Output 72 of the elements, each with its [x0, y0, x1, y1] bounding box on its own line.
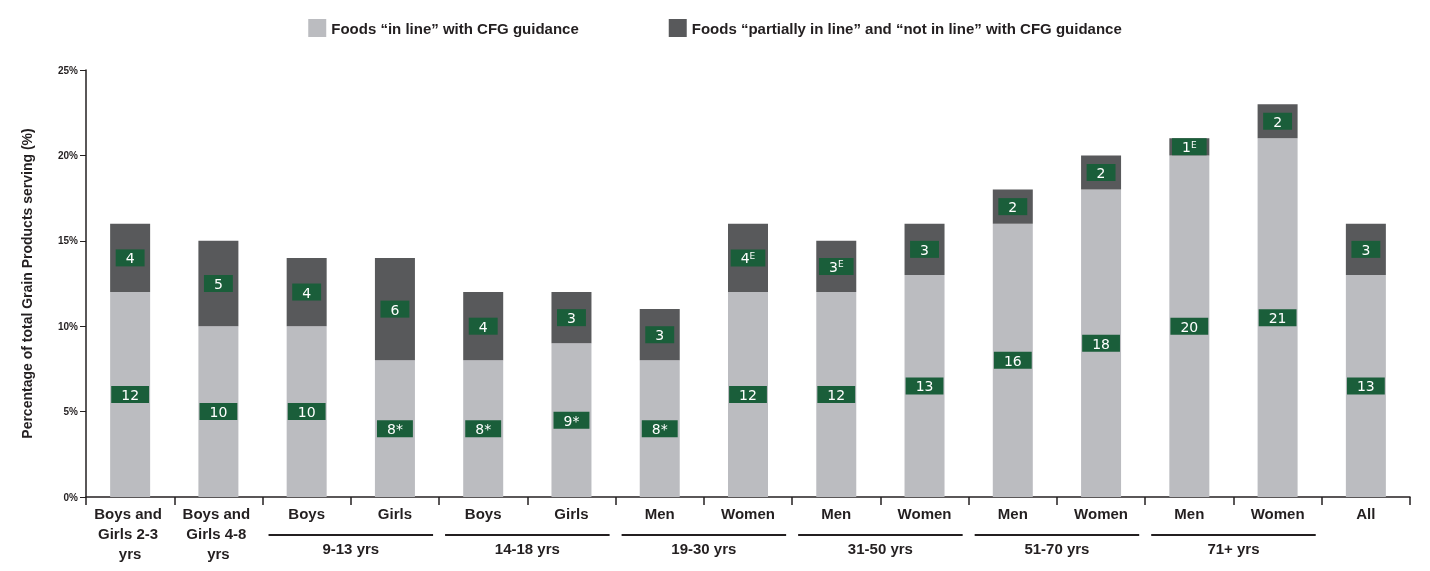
x-tick-label: Boys and Girls 4-8 yrs — [182, 504, 255, 562]
data-label: 3 — [920, 241, 929, 258]
x-tick-label: Boys — [288, 504, 326, 522]
x-tick-label: All — [1356, 504, 1376, 522]
x-tick-label: Men — [1174, 504, 1205, 522]
bar — [1257, 138, 1298, 497]
data-label: 2 — [1096, 164, 1106, 181]
y-axis-title: Percentage of total Grain Products serving (%) — [19, 128, 35, 439]
bar — [639, 360, 680, 497]
legend-label: Foods “partially in line” and “not in line” with CFG guidance — [691, 19, 1122, 37]
x-tick-label: Boys and Girls 2-3 yrs — [94, 504, 166, 562]
bar — [374, 360, 415, 497]
text: 31-50 yrs — [847, 540, 913, 557]
bar — [198, 326, 239, 497]
bar — [551, 343, 592, 497]
x-tick-label: Men — [644, 504, 675, 522]
bar — [904, 274, 945, 497]
data-label: 2 — [1008, 199, 1018, 216]
y-tick-label: 15% — [57, 235, 79, 247]
bar — [110, 292, 151, 497]
data-label: 12 — [739, 387, 757, 404]
x-tick-label: Men — [821, 504, 852, 522]
data-label: 18 — [1092, 335, 1110, 352]
x-tick-label: Men — [997, 504, 1028, 522]
text: 9-13 yrs — [322, 540, 380, 557]
x-tick-label: Boys — [464, 504, 502, 522]
bar — [1081, 189, 1122, 497]
bar — [286, 326, 327, 497]
y-tick-label: 0% — [63, 491, 79, 503]
y-tick-label: 5% — [63, 406, 79, 418]
data-label: 13 — [915, 378, 934, 395]
data-label: 12 — [121, 387, 140, 404]
text: 19-30 yrs — [671, 540, 737, 557]
data-label: 8* — [651, 421, 668, 438]
data-label: 21 — [1268, 310, 1287, 327]
data-label: 8* — [475, 421, 492, 438]
data-label: 3 — [567, 310, 576, 327]
data-label: 4 — [302, 284, 312, 301]
data-label: 5 — [213, 276, 223, 292]
bar — [463, 360, 504, 497]
data-label: 3 — [655, 327, 665, 344]
x-tick-label: Girls — [554, 504, 589, 522]
x-tick-label: Women — [1250, 504, 1305, 522]
data-label: 8* — [386, 421, 403, 438]
data-label: 10 — [209, 404, 228, 421]
x-tick-label: Women — [897, 504, 952, 522]
bar — [816, 292, 857, 497]
bar — [374, 257, 415, 361]
data-label: 6 — [390, 301, 400, 318]
y-tick-label: 10% — [57, 320, 79, 332]
bar — [992, 223, 1033, 497]
x-tick-label: Girls — [377, 504, 413, 522]
y-tick-label: 25% — [57, 64, 79, 76]
text: 14-18 yrs — [494, 540, 560, 557]
text: 51-70 yrs — [1024, 540, 1090, 557]
data-label: 13 — [1356, 378, 1375, 395]
data-label: 12 — [827, 387, 846, 404]
x-tick-label: Women — [1074, 504, 1129, 522]
x-tick-label: Women — [721, 504, 775, 522]
legend-label: Foods “in line” with CFG guidance — [331, 19, 579, 37]
bar — [1345, 274, 1386, 497]
data-label: 20 — [1180, 318, 1199, 335]
data-label: 16 — [1003, 352, 1022, 369]
text: 71+ yrs — [1207, 540, 1260, 557]
data-label: 9* — [563, 412, 580, 429]
data-label: 4 — [478, 318, 488, 335]
data-label: 2 — [1273, 113, 1283, 130]
bar — [728, 292, 768, 497]
y-tick-label: 20% — [57, 149, 79, 161]
data-label: 3 — [1361, 241, 1371, 258]
data-label: 10 — [297, 404, 316, 421]
data-label: 4 — [125, 250, 135, 267]
